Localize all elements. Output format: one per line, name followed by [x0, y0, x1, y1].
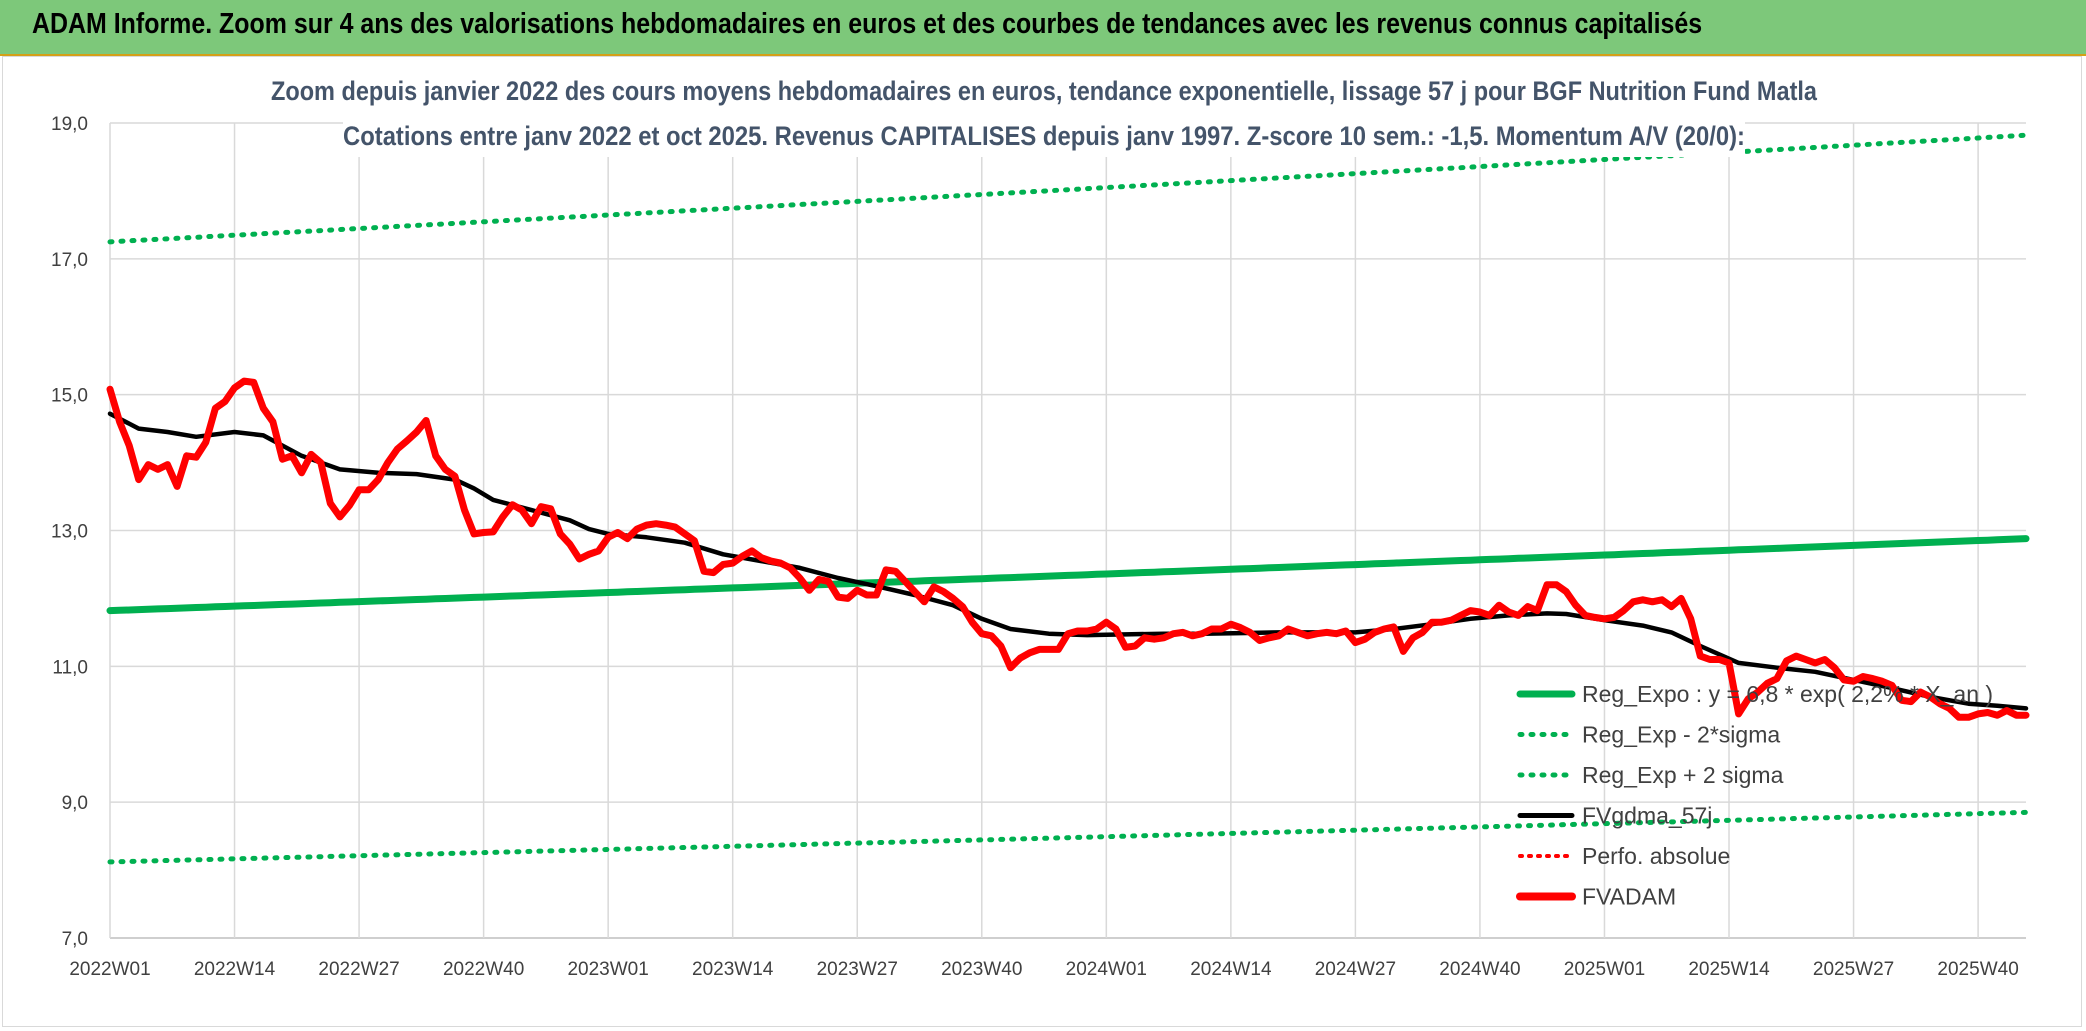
x-tick-label: 2022W40: [443, 959, 524, 980]
y-tick-label: 7,0: [62, 929, 88, 950]
report-title: ADAM Informe. Zoom sur 4 ans des valoris…: [32, 8, 1703, 40]
y-tick-label: 9,0: [62, 793, 88, 814]
report-banner: ADAM Informe. Zoom sur 4 ans des valoris…: [0, 0, 2086, 56]
subtitle-background: [343, 115, 1745, 157]
y-tick-label: 19,0: [51, 114, 88, 135]
x-tick-label: 2022W27: [318, 959, 399, 980]
y-tick-label: 13,0: [51, 522, 88, 543]
series-fvgdma-57j: [107, 411, 2029, 711]
legend-label-fvadam: FVADAM: [1582, 884, 1676, 910]
chart-subtitle-line: Zoom depuis janvier 2022 des cours moyen…: [271, 76, 1818, 106]
x-tick-label: 2023W01: [567, 959, 648, 980]
x-tick-label: 2024W27: [1315, 959, 1396, 980]
legend-label-reg-exp-2-sigma: Reg_Exp - 2*sigma: [1582, 722, 1780, 748]
legend-label-reg-exp-2-sigma: Reg_Exp + 2 sigma: [1582, 762, 1784, 788]
x-tick-label: 2022W14: [194, 959, 276, 980]
subtitle-background: [258, 70, 1818, 112]
chart-title: Zoom depuis janvier 2022 des cours moyen…: [258, 70, 1818, 157]
legend-label-fvgdma-57j: FVgdma_57j: [1582, 803, 1712, 829]
legend-label-reg-expo-y-6-8-exp-2-2-x-an: Reg_Expo : y = 6,8 * exp( 2,2% * X_an ): [1582, 681, 1993, 707]
x-tick-label: 2023W27: [817, 959, 898, 980]
legend-label-perfo-absolue: Perfo. absolue: [1582, 843, 1730, 869]
series-reg-expo: [106, 535, 2030, 615]
x-tick-label: 2022W01: [69, 959, 150, 980]
x-axis: 2022W01 2022W14 2022W27 2022W40 2023W01 2023W…: [69, 959, 2018, 980]
y-tick-label: 11,0: [52, 657, 88, 678]
x-tick-label: 2024W01: [1066, 959, 1147, 980]
x-tick-label: 2024W14: [1190, 959, 1272, 980]
legend: Reg_Expo : y = 6,8 * exp( 2,2% * X_an ) R…: [1516, 681, 1993, 910]
y-tick-label: 17,0: [51, 250, 88, 271]
series-reg-exp-minus-2sigma: [107, 809, 2029, 865]
chart-subtitle-line: Cotations entre janv 2022 et oct 2025. R…: [343, 121, 1745, 151]
x-tick-label: 2023W14: [692, 959, 774, 980]
x-tick-label: 2025W01: [1564, 959, 1645, 980]
x-tick-label: 2025W40: [1937, 959, 2018, 980]
series-layer: [106, 132, 2030, 865]
x-tick-label: 2025W14: [1688, 959, 1770, 980]
x-tick-label: 2024W40: [1439, 959, 1520, 980]
x-tick-label: 2025W27: [1813, 959, 1894, 980]
x-tick-label: 2023W40: [941, 959, 1022, 980]
grid-lines: [109, 122, 2026, 939]
series-fvadam: [106, 377, 2030, 721]
y-axis: 7,0 9,0 11,0 13,0 15,0 17,0 19,0: [51, 114, 88, 950]
y-tick-label: 15,0: [51, 386, 88, 407]
